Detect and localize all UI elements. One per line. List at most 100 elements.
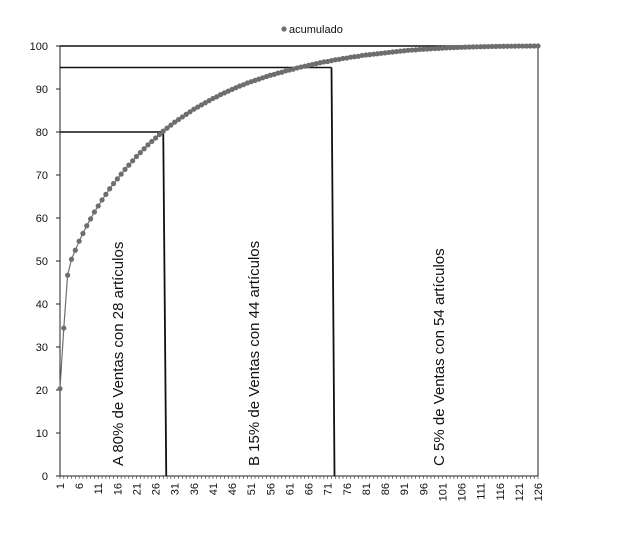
data-point — [160, 128, 166, 134]
data-point — [535, 43, 541, 49]
data-point — [481, 44, 488, 50]
data-point — [332, 57, 338, 63]
data-point — [466, 44, 472, 50]
data-point — [428, 46, 434, 52]
data-point — [168, 122, 174, 128]
annotation-a: A 80% de Ventas con 28 artículos — [110, 242, 127, 466]
legend-label: acumulado — [289, 24, 343, 36]
x-ticks: 1 6 11 16 21 26 31 36 41 46 51 56 61 66 71 76 81 86 91 96 10… — [55, 476, 545, 501]
annotation-b: B 15% de Ventas con 44 artículos — [246, 241, 263, 466]
x-tick-label: 116 — [495, 483, 507, 501]
x-tick-label: 111 — [476, 483, 488, 500]
data-point — [61, 325, 67, 331]
data-point — [130, 158, 136, 164]
data-point — [87, 216, 94, 222]
annotation-c: C 5% de Ventas con 54 artículos — [431, 248, 448, 466]
data-point — [523, 43, 530, 49]
data-point — [512, 43, 518, 49]
data-point — [80, 230, 86, 237]
x-tick-label: 51 — [246, 483, 258, 495]
data-point — [175, 116, 182, 123]
data-point — [527, 43, 533, 49]
data-point — [367, 52, 373, 58]
data-point — [516, 43, 522, 49]
data-point — [397, 48, 403, 54]
data-point — [470, 44, 476, 50]
data-point — [500, 43, 507, 49]
y-tick-label: 100 — [30, 41, 48, 53]
y-tick-label: 20 — [36, 385, 48, 397]
data-point — [409, 47, 415, 53]
data-point — [370, 51, 377, 57]
data-point — [439, 45, 445, 51]
data-point — [497, 43, 503, 49]
data-point — [126, 162, 132, 168]
data-point — [99, 197, 105, 203]
x-tick-label: 61 — [284, 483, 296, 495]
data-point — [348, 54, 354, 60]
data-point — [393, 48, 400, 55]
data-point — [95, 203, 101, 209]
annotations: A 80% de Ventas con 28 artículos B 15% d… — [110, 241, 448, 466]
data-point — [76, 238, 82, 244]
data-point — [149, 138, 155, 145]
data-point — [206, 98, 212, 104]
data-point — [447, 45, 453, 51]
data-point — [451, 44, 457, 51]
y-tick-label: 60 — [36, 213, 48, 225]
data-point — [114, 176, 120, 182]
data-point — [474, 44, 480, 50]
data-point — [413, 47, 419, 53]
y-tick-label: 50 — [36, 256, 48, 268]
reference-lines — [60, 45, 538, 477]
y-ticks: 0 10 20 30 40 50 60 70 80 90 100 — [30, 41, 60, 483]
x-tick-label: 11 — [93, 483, 105, 494]
y-tick-label: 30 — [36, 342, 48, 354]
data-point — [107, 186, 113, 192]
data-point — [435, 45, 442, 51]
data-point — [424, 46, 430, 52]
x-tick-label: 101 — [437, 483, 449, 501]
data-point — [478, 44, 484, 50]
data-point — [118, 171, 124, 177]
data-point — [68, 256, 75, 262]
x-tick-label: 56 — [265, 483, 277, 495]
data-point — [390, 49, 396, 55]
data-point — [504, 43, 511, 49]
data-point — [489, 43, 495, 50]
data-point — [520, 43, 526, 49]
x-tick-label: 106 — [457, 483, 469, 501]
data-point — [455, 44, 461, 51]
data-point — [420, 46, 426, 52]
data-point — [462, 44, 468, 50]
data-point — [531, 43, 537, 49]
x-tick-label: 81 — [361, 483, 373, 495]
y-tick-label: 0 — [42, 471, 48, 483]
data-point — [458, 44, 465, 50]
data-point — [137, 150, 143, 156]
data-point — [84, 223, 90, 229]
data-point — [122, 166, 128, 173]
data-point — [351, 54, 358, 60]
data-point — [214, 94, 220, 100]
data-point — [416, 46, 423, 53]
x-tick-label: 41 — [208, 483, 220, 495]
x-tick-label: 6 — [74, 483, 86, 489]
data-point — [363, 52, 369, 58]
data-point — [141, 146, 147, 152]
data-point — [183, 111, 189, 117]
data-point — [432, 45, 438, 52]
y-tick-label: 90 — [36, 84, 48, 96]
x-tick-label: 86 — [380, 483, 392, 495]
data-point — [321, 59, 327, 65]
y-tick-label: 40 — [36, 299, 48, 311]
data-point — [110, 181, 117, 187]
data-point — [187, 109, 193, 115]
ref-line-vertical — [330, 67, 336, 477]
data-point — [65, 272, 71, 278]
data-point — [359, 52, 365, 59]
data-point — [198, 102, 205, 108]
x-tick-label: 66 — [304, 483, 316, 495]
x-tick-label: 16 — [112, 483, 124, 495]
